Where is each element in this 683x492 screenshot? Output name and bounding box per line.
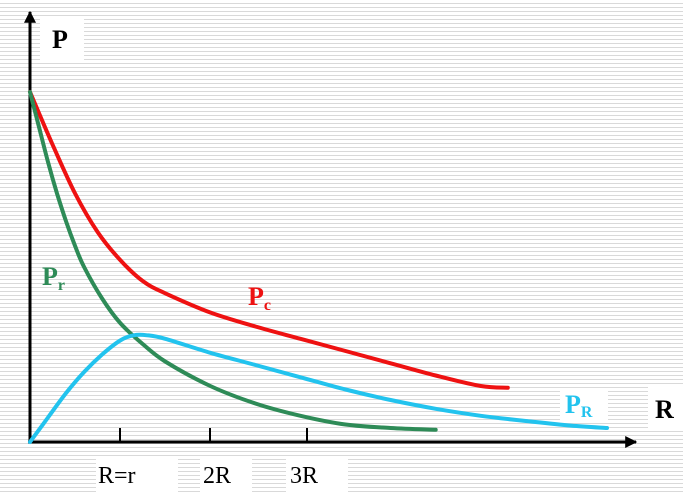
y-axis-title: P [52, 25, 68, 54]
series-line-pr-large [28, 332, 609, 444]
series-line-pc [28, 90, 510, 390]
series-label-sub: r [58, 277, 65, 294]
x-tick-label: R=r [98, 463, 136, 489]
tick-label-bg [286, 458, 348, 492]
y-axis-title-bg [40, 18, 84, 60]
series-label-main: P [565, 390, 581, 419]
series-label-sub: c [264, 297, 271, 314]
series-label-sub: R [581, 404, 593, 421]
x-tick-label: 3R [290, 463, 318, 489]
series-label-pr: Pr [42, 262, 65, 294]
series-label-main: P [42, 262, 58, 291]
x-axis-title-bg [648, 385, 683, 430]
x-tick-label: 2R [203, 463, 231, 489]
series-line-pr [28, 90, 438, 432]
tick-label-bg [96, 458, 178, 492]
series-label-bg [560, 388, 608, 422]
series-label-pr-large: PR [565, 390, 593, 421]
tick-label-bg [200, 458, 252, 492]
series-label-main: P [248, 282, 264, 311]
series-label-pc: Pc [248, 282, 271, 314]
x-axis-title: R [655, 395, 674, 424]
